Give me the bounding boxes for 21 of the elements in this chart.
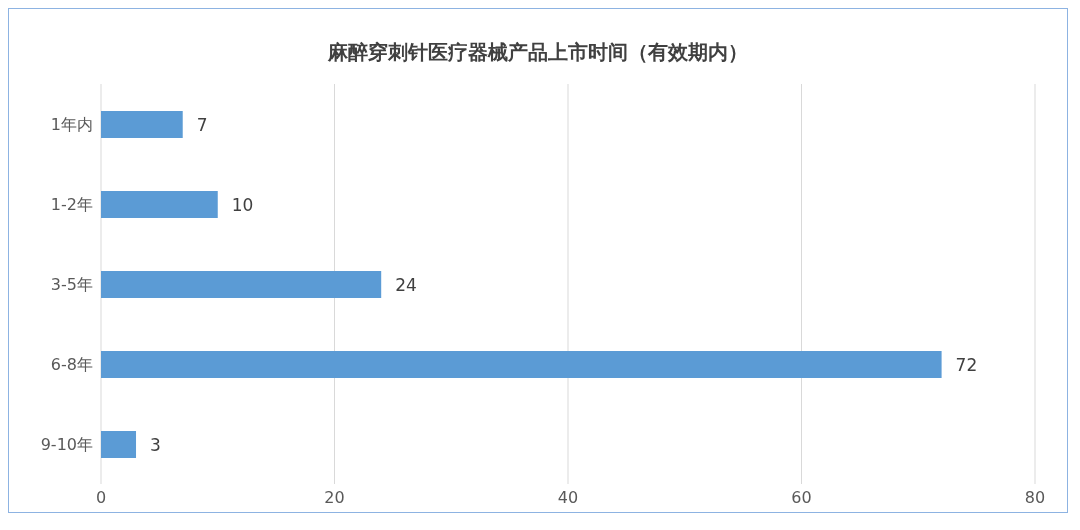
y-tick-label: 3-5年 xyxy=(50,274,93,294)
bar xyxy=(101,111,183,138)
x-tick-label: 20 xyxy=(324,488,345,508)
data-label: 72 xyxy=(955,354,978,375)
data-label: 24 xyxy=(395,274,417,295)
y-tick-label: 1年内 xyxy=(50,114,93,134)
y-tick-label: 6-8年 xyxy=(50,354,93,374)
x-tick-label: 40 xyxy=(557,488,579,508)
data-label: 3 xyxy=(150,434,161,455)
y-tick-label: 9-10年 xyxy=(40,434,93,454)
bar xyxy=(101,271,382,298)
y-tick-label: 1-2年 xyxy=(50,194,93,214)
bar xyxy=(101,431,137,458)
chart-title: 麻醉穿刺针医疗器械产品上市时间（有效期内） xyxy=(327,39,749,66)
bar xyxy=(101,351,942,378)
x-tick-label: 80 xyxy=(1024,488,1046,508)
x-tick-label: 0 xyxy=(95,488,107,508)
data-label: 7 xyxy=(196,114,208,135)
data-label: 10 xyxy=(231,194,254,215)
bar xyxy=(101,191,218,218)
x-tick-label: 60 xyxy=(791,488,812,508)
